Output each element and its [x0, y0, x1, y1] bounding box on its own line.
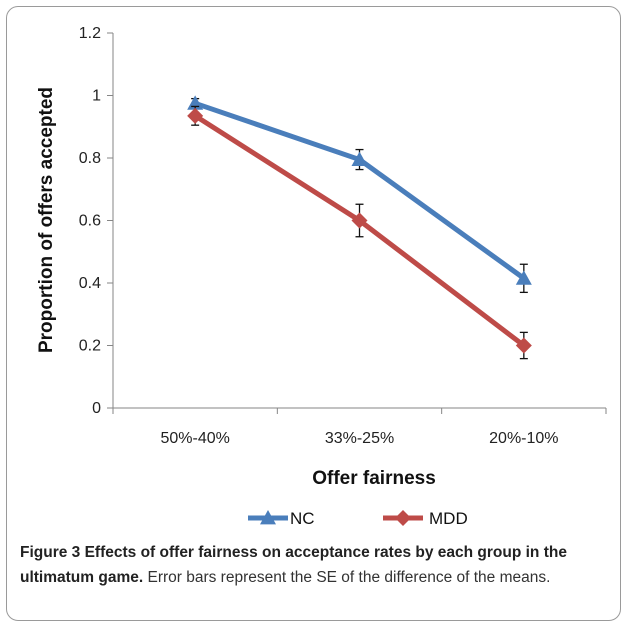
y-tick-label: 0 — [92, 400, 101, 417]
x-axis-title: Offer fairness — [312, 468, 436, 489]
y-tick-label: 0.4 — [79, 275, 101, 292]
series-mdd — [187, 105, 532, 360]
chart-legend: NC MDD — [248, 509, 468, 528]
line-chart: 00.20.40.60.811.2 50%-40% 33%-25% 20%-10% … — [36, 25, 607, 528]
y-tick-label: 1 — [92, 88, 101, 105]
data-point-nc — [515, 270, 532, 285]
chart-series — [187, 95, 532, 360]
y-tick-labels: 0 0.2 0.4 0.6 0.8 1 1.2 — [79, 25, 101, 417]
series-nc — [187, 95, 532, 294]
y-axis-title: Proportion of offers accepted — [36, 87, 57, 353]
y-tick-label: 1.2 — [79, 25, 101, 42]
y-tick-label: 0.6 — [79, 213, 101, 230]
x-tick-label: 20%-10% — [489, 430, 558, 447]
legend-label-nc: NC — [290, 509, 315, 528]
x-tick-label: 50%-40% — [160, 430, 229, 447]
legend-marker-nc — [260, 510, 276, 525]
data-point-mdd — [351, 212, 368, 229]
caption-text: Error bars represent the SE of the diffe… — [143, 569, 551, 586]
figure-frame — [6, 6, 621, 621]
figure-caption: Figure 3 Effects of offer fairness on ac… — [20, 540, 610, 590]
x-tick-labels: 50%-40% 33%-25% 20%-10% — [160, 430, 558, 447]
chart-axes — [107, 32, 607, 414]
x-tick-label: 33%-25% — [325, 430, 394, 447]
caption-label: Figure 3 Effects of offer fairness on ac… — [20, 544, 567, 586]
data-point-mdd — [187, 107, 204, 124]
data-point-nc — [351, 151, 368, 166]
series-line-nc — [194, 100, 526, 281]
legend-label-mdd: MDD — [429, 509, 468, 528]
data-point-mdd — [515, 337, 532, 354]
y-tick-label: 0.8 — [79, 150, 101, 167]
y-tick-label: 0.2 — [79, 338, 101, 355]
legend-marker-mdd — [395, 510, 411, 526]
